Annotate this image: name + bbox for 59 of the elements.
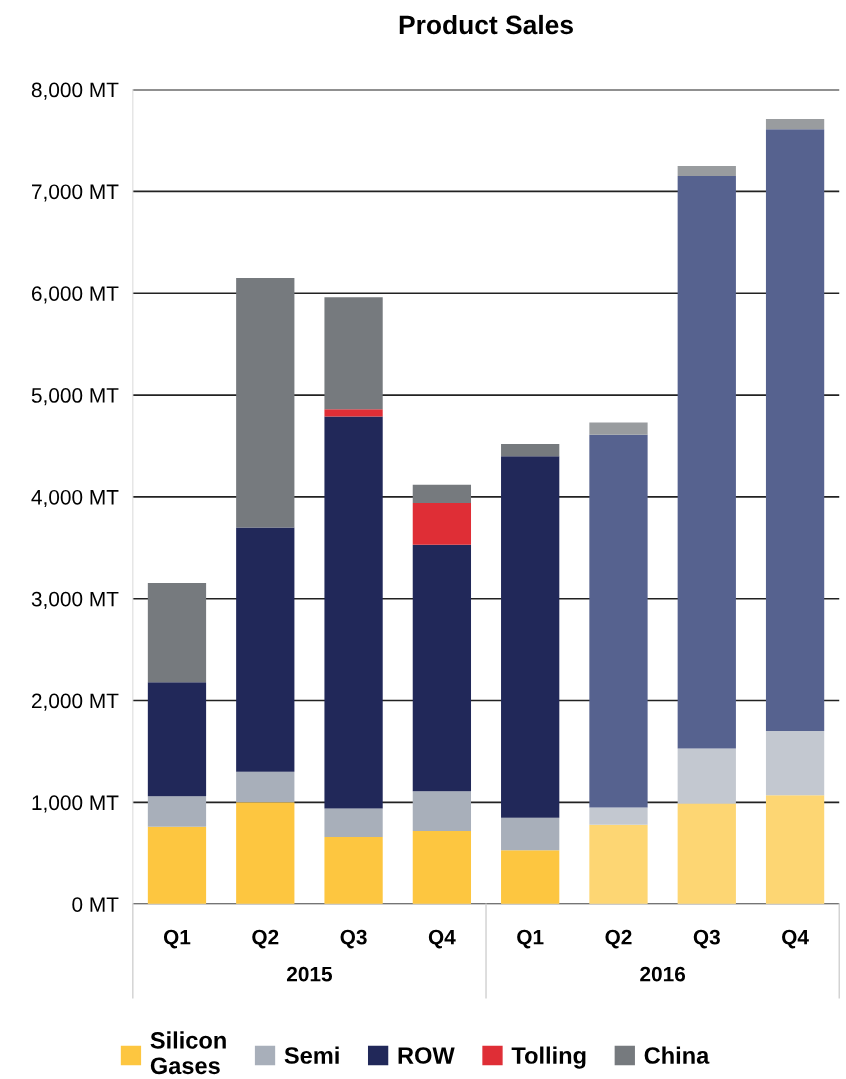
bar bbox=[589, 807, 648, 825]
bar bbox=[147, 582, 207, 683]
legend-label: ROW bbox=[398, 1047, 455, 1064]
bar bbox=[236, 802, 295, 905]
x-tick-label: Q1 bbox=[163, 929, 191, 949]
bar bbox=[677, 748, 736, 804]
y-tick-label: 4,000 MT bbox=[31, 489, 119, 508]
legend-label: Semi bbox=[284, 1046, 339, 1064]
text: 2015 bbox=[286, 966, 333, 982]
bar bbox=[412, 502, 472, 545]
y-tick-label: 1,000 MT bbox=[32, 795, 119, 813]
bar bbox=[765, 119, 825, 130]
text: 2016 bbox=[640, 966, 686, 982]
bar bbox=[589, 824, 648, 905]
bar bbox=[501, 850, 560, 905]
bar bbox=[765, 731, 825, 796]
bar bbox=[677, 803, 736, 905]
legend-label: China bbox=[644, 1046, 710, 1064]
legend-label: Tolling bbox=[511, 1046, 586, 1069]
x-tick-label: Q3 bbox=[340, 929, 367, 949]
bar bbox=[236, 277, 295, 528]
bar bbox=[501, 456, 560, 818]
y-tick-label: 3,000 MT bbox=[31, 591, 119, 609]
x-tick-label: Q4 bbox=[782, 929, 809, 949]
legend-label: Silicon Gases bbox=[150, 1031, 226, 1075]
bar bbox=[412, 484, 472, 503]
bar bbox=[324, 836, 383, 905]
x-tick-label: Q2 bbox=[252, 929, 279, 949]
bar bbox=[589, 422, 648, 435]
y-tick-label: 6,000 MT bbox=[32, 286, 119, 304]
bar bbox=[412, 544, 472, 792]
bar bbox=[147, 826, 207, 905]
y-tick-label: 2,000 MT bbox=[31, 693, 119, 711]
chart-title: Product Sales bbox=[399, 14, 573, 35]
x-tick-label: Q4 bbox=[428, 929, 456, 949]
bar bbox=[765, 795, 825, 905]
bar bbox=[412, 791, 472, 831]
y-tick-label: 7,000 MT bbox=[32, 184, 119, 202]
bar bbox=[236, 527, 295, 772]
y-tick-label: 0 MT bbox=[72, 897, 119, 912]
bar bbox=[677, 165, 736, 177]
bar bbox=[412, 830, 472, 905]
bar bbox=[236, 771, 295, 803]
x-tick-label: Q2 bbox=[605, 929, 632, 949]
bar bbox=[765, 129, 825, 732]
bar bbox=[677, 176, 736, 749]
bar bbox=[324, 416, 383, 809]
bar bbox=[147, 796, 207, 827]
bar bbox=[324, 409, 383, 417]
bar bbox=[501, 443, 560, 457]
bar bbox=[147, 682, 207, 797]
x-tick-label: Q1 bbox=[517, 929, 544, 949]
y-tick-label: 8,000 MT bbox=[31, 82, 119, 100]
bar bbox=[501, 817, 560, 851]
bar bbox=[324, 297, 383, 410]
y-tick-label: 5,000 MT bbox=[31, 388, 119, 406]
bar bbox=[324, 808, 383, 837]
bar bbox=[589, 434, 648, 808]
x-tick-label: Q3 bbox=[693, 929, 720, 949]
